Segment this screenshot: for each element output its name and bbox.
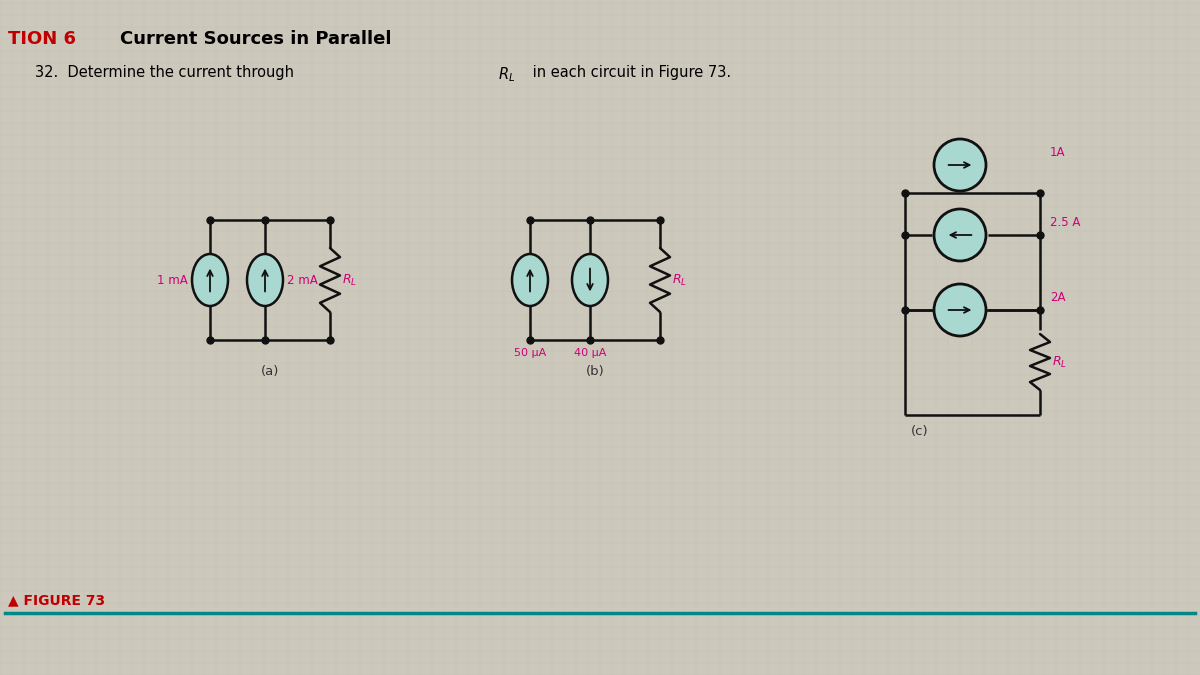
Circle shape xyxy=(934,209,986,261)
Text: 2A: 2A xyxy=(1050,291,1066,304)
Circle shape xyxy=(934,139,986,191)
Text: $R_L$: $R_L$ xyxy=(1052,354,1067,369)
Text: (a): (a) xyxy=(260,365,280,378)
Text: (b): (b) xyxy=(586,365,605,378)
Text: $R_L$: $R_L$ xyxy=(672,273,688,288)
Text: 1A: 1A xyxy=(1050,146,1066,159)
Text: 50 μA: 50 μA xyxy=(514,348,546,358)
Ellipse shape xyxy=(512,254,548,306)
Ellipse shape xyxy=(572,254,608,306)
Text: 40 μA: 40 μA xyxy=(574,348,606,358)
Text: in each circuit in Figure 73.: in each circuit in Figure 73. xyxy=(528,65,731,80)
Text: Current Sources in Parallel: Current Sources in Parallel xyxy=(120,30,391,48)
Text: 2 mA: 2 mA xyxy=(287,273,318,286)
Text: TION 6: TION 6 xyxy=(8,30,76,48)
Text: ▲ FIGURE 73: ▲ FIGURE 73 xyxy=(8,593,106,607)
Circle shape xyxy=(934,284,986,336)
Text: 2.5 A: 2.5 A xyxy=(1050,216,1080,229)
Ellipse shape xyxy=(247,254,283,306)
Text: $R_L$: $R_L$ xyxy=(342,273,358,288)
Text: 1 mA: 1 mA xyxy=(157,273,188,286)
Text: (c): (c) xyxy=(911,425,929,438)
Ellipse shape xyxy=(192,254,228,306)
Text: $R_L$: $R_L$ xyxy=(498,65,515,84)
Text: 32.  Determine the current through: 32. Determine the current through xyxy=(35,65,299,80)
